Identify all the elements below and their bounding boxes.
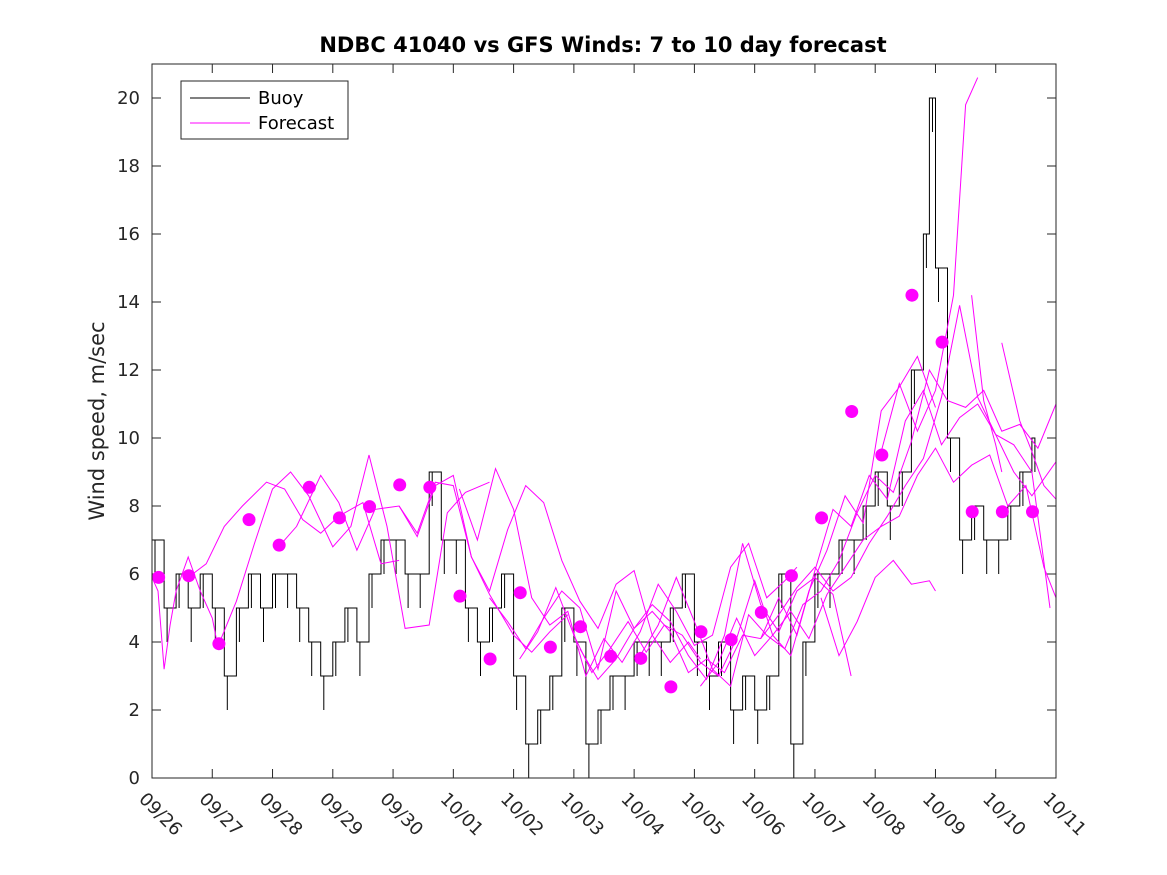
forecast-point [272, 538, 286, 552]
forecast-point [212, 637, 226, 651]
forecast-point [784, 569, 798, 583]
forecast-series-line-2 [187, 481, 400, 578]
forecast-point [152, 570, 166, 584]
legend-buoy-label: Buoy [258, 88, 304, 109]
forecast-point [453, 589, 467, 603]
forecast-point [694, 625, 708, 639]
forecast-series-line-14 [880, 77, 979, 452]
y-axis-label: Wind speed, m/sec [85, 321, 109, 520]
forecast-series-line-5 [398, 481, 701, 664]
forecast-point [543, 640, 557, 654]
forecast-point [664, 680, 678, 694]
forecast-series-line-7 [489, 543, 852, 681]
buoy-series-line [152, 97, 1036, 778]
forecast-point [363, 500, 377, 514]
forecast-point [393, 478, 407, 492]
forecast-point [724, 633, 738, 647]
forecast-point [935, 335, 949, 349]
forecast-point [875, 448, 889, 462]
forecast-series-line-9 [579, 389, 1056, 681]
forecast-point [332, 511, 346, 525]
y-tick-label: 10 [117, 428, 140, 449]
y-axis-ticks: 0 2 4 6 8 10 12 14 16 18 20 [117, 88, 1056, 789]
forecast-point [483, 652, 497, 666]
forecast-point [634, 651, 648, 665]
forecast-point [905, 288, 919, 302]
chart-title: NDBC 41040 vs GFS Winds: 7 to 10 day for… [319, 33, 886, 57]
legend-box [180, 80, 349, 140]
forecast-series-line-11 [700, 447, 1056, 687]
forecast-point [182, 569, 196, 583]
y-tick-label: 6 [129, 564, 140, 585]
y-tick-label: 0 [129, 768, 140, 789]
forecast-point [513, 586, 527, 600]
forecast-series-line-10 [639, 368, 1056, 688]
series-layer [152, 77, 1056, 778]
y-tick-label: 14 [117, 292, 140, 313]
forecast-series-line-12 [760, 305, 1051, 639]
forecast-points-layer [152, 288, 1039, 694]
forecast-series-line-8 [519, 355, 936, 677]
forecast-series-line-13 [820, 559, 936, 657]
y-tick-label: 12 [117, 360, 140, 381]
forecast-point [845, 404, 859, 418]
forecast-point [995, 505, 1009, 519]
forecast-point [965, 505, 979, 519]
forecast-series-line-3 [217, 454, 490, 646]
forecast-point [754, 605, 768, 619]
forecast-series-line-1 [152, 555, 219, 670]
forecast-point [242, 513, 256, 527]
forecast-point [573, 620, 587, 634]
legend-forecast-label: Forecast [258, 113, 334, 134]
forecast-series-line-16 [1001, 342, 1056, 500]
y-tick-label: 4 [129, 632, 140, 653]
y-tick-label: 2 [129, 700, 140, 721]
forecast-point [302, 480, 316, 494]
forecast-point [1025, 505, 1039, 519]
forecast-series-line-15 [971, 295, 1003, 473]
y-tick-label: 16 [117, 224, 140, 245]
y-tick-label: 18 [117, 156, 140, 177]
axes-box [151, 63, 1057, 779]
plot-area [152, 64, 1056, 778]
forecast-point [815, 511, 829, 525]
forecast-point [423, 480, 437, 494]
y-tick-label: 20 [117, 88, 140, 109]
forecast-point [604, 649, 618, 663]
forecast-series-line-6 [458, 467, 798, 678]
y-tick-label: 8 [129, 496, 140, 517]
legend: Buoy Forecast [180, 80, 349, 140]
